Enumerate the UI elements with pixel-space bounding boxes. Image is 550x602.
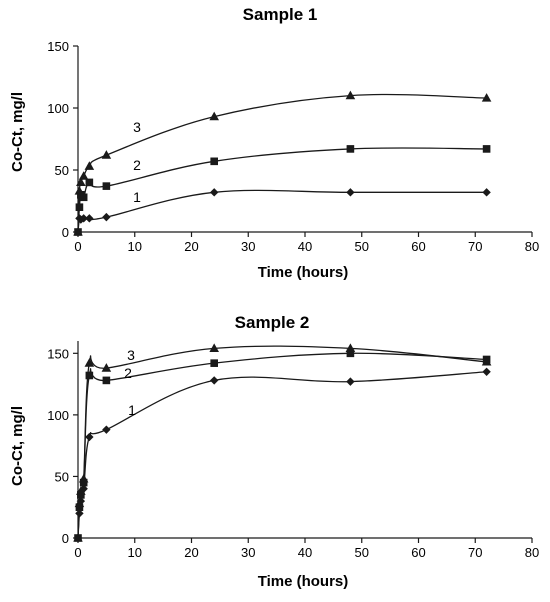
x-tick-label: 20 [184, 239, 198, 254]
data-point [73, 533, 83, 542]
x-tick-label: 10 [128, 239, 142, 254]
data-point [76, 177, 86, 186]
x-axis-label: Time (hours) [258, 264, 349, 281]
chart-title: Sample 1 [243, 5, 318, 24]
series-1: 1 [73, 367, 491, 543]
data-point [102, 425, 111, 434]
data-point [482, 367, 491, 376]
data-point [73, 227, 83, 236]
x-tick-label: 70 [468, 545, 482, 560]
data-point [76, 486, 86, 495]
data-point [102, 182, 111, 190]
x-tick-label: 50 [355, 239, 369, 254]
y-tick-label: 100 [47, 101, 69, 116]
data-point [76, 496, 86, 506]
x-tick-label: 70 [468, 239, 482, 254]
data-point [85, 371, 94, 380]
data-point [79, 193, 88, 202]
x-tick-label: 10 [128, 545, 142, 560]
data-point [101, 150, 112, 159]
x-tick-label: 30 [241, 239, 255, 254]
x-tick-label: 0 [74, 545, 81, 560]
series-line [77, 371, 487, 539]
series-label: 1 [133, 189, 141, 205]
data-point [210, 188, 219, 197]
data-point [346, 145, 355, 153]
data-point [209, 111, 219, 121]
y-tick-label: 0 [62, 225, 69, 240]
data-point [481, 93, 492, 102]
x-tick-label: 80 [525, 545, 539, 560]
x-tick-label: 40 [298, 239, 312, 254]
data-point [101, 363, 112, 372]
data-point [84, 161, 95, 170]
series-2: 2 [74, 145, 491, 236]
y-tick-label: 0 [62, 531, 69, 546]
data-point [345, 343, 356, 352]
series-3: 3 [73, 343, 492, 542]
data-point [78, 171, 89, 180]
plot-area: 0 10 20 30 40 50 60 70 80 0 50 100 150 1 2 3 [47, 39, 539, 254]
series-label: 3 [133, 119, 141, 135]
x-tick-label: 80 [525, 239, 539, 254]
plot-area: 0 10 20 30 40 50 60 70 80 0 50 100 150 1 2 3 [47, 341, 539, 560]
series-line [77, 345, 487, 539]
data-point [346, 377, 355, 386]
data-point [85, 214, 94, 223]
data-point [346, 349, 355, 358]
x-tick-label: 40 [298, 545, 312, 560]
data-point [102, 376, 111, 385]
x-tick-label: 20 [184, 545, 198, 560]
y-tick-label: 50 [55, 163, 69, 178]
data-point [74, 186, 85, 195]
data-point [78, 473, 89, 483]
data-point [481, 356, 492, 366]
y-tick-label: 150 [47, 346, 69, 361]
series-label: 2 [133, 157, 141, 173]
chart-sample-2: Sample 2 Co-Ct, mg/l Time (hours) 0 10 20 3… [9, 313, 539, 590]
data-point [209, 343, 219, 352]
data-point [482, 188, 491, 197]
data-point [84, 358, 95, 367]
y-axis-label: Co-Ct, mg/l [9, 92, 26, 172]
y-axis-label: Co-Ct, mg/l [9, 406, 26, 486]
series-line [77, 352, 487, 539]
x-tick-label: 30 [241, 545, 255, 560]
series-label: 2 [124, 365, 132, 381]
series-label: 1 [128, 402, 136, 418]
data-point [85, 178, 94, 187]
data-point [210, 359, 218, 367]
data-point [482, 145, 491, 153]
series-1: 1 [73, 188, 491, 237]
data-point [346, 188, 355, 197]
x-tick-label: 60 [411, 239, 425, 254]
x-axis-label: Time (hours) [258, 573, 349, 590]
data-point [74, 498, 85, 508]
y-tick-label: 50 [55, 469, 69, 484]
data-point [210, 376, 219, 385]
x-tick-label: 0 [74, 239, 81, 254]
series-label: 3 [127, 347, 135, 363]
y-tick-label: 150 [47, 39, 69, 54]
data-point [345, 90, 356, 100]
series-3: 3 [73, 90, 492, 236]
chart-title: Sample 2 [235, 313, 310, 332]
data-point [102, 212, 111, 222]
data-point [79, 214, 88, 223]
x-tick-label: 60 [411, 545, 425, 560]
data-point [85, 432, 94, 442]
data-point [210, 157, 218, 166]
x-tick-label: 50 [355, 545, 369, 560]
y-tick-label: 100 [47, 408, 69, 423]
chart-sample-1: Sample 1 Co-Ct, mg/l Time (hours) 0 10 20 3… [9, 5, 539, 281]
